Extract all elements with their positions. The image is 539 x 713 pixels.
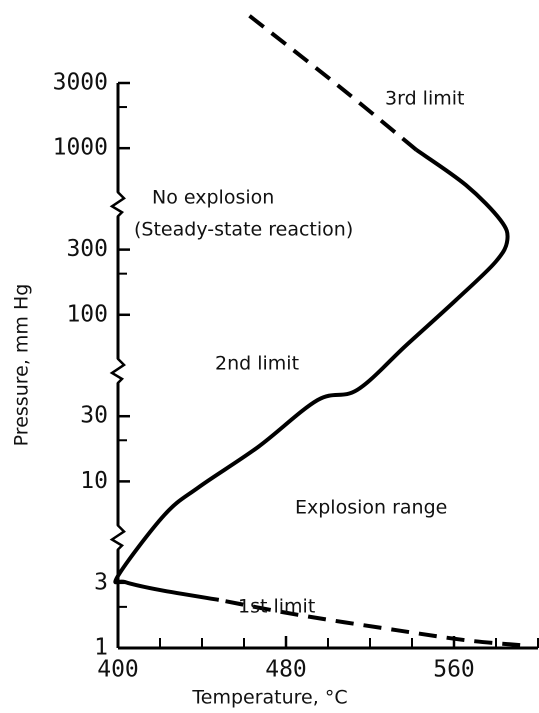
axis-break [109, 189, 126, 220]
curve-label: 3rd limit [385, 88, 464, 110]
x-tick-label: 400 [97, 657, 139, 683]
y-tick-label: 10 [80, 468, 108, 494]
annotation: No explosion [152, 187, 274, 209]
x-tick-label: 480 [265, 657, 307, 683]
axis-break [109, 355, 126, 386]
axis-break-gap [114, 358, 122, 383]
y-tick-label: 1 [94, 635, 108, 661]
y-tick-label: 300 [66, 236, 108, 262]
limit-curve [113, 148, 510, 602]
curve-label: 1st limit [238, 596, 315, 618]
axis-break-gap [114, 525, 122, 550]
limit-curve [247, 13, 418, 152]
x-axis-label: Temperature, °C [191, 687, 347, 709]
annotation: Explosion range [295, 497, 447, 519]
limit-curve [218, 597, 521, 648]
axis-break-gap [114, 192, 122, 217]
curve-label: 2nd limit [215, 353, 299, 375]
y-tick-label: 30 [80, 403, 108, 429]
x-tick-label: 560 [433, 657, 475, 683]
y-tick-label: 1000 [53, 135, 108, 161]
y-tick-label: 3 [94, 569, 108, 595]
y-axis-label: Pressure, mm Hg [11, 284, 33, 447]
axis-break [109, 522, 126, 553]
y-tick-label: 100 [66, 301, 108, 327]
annotation: (Steady-state reaction) [134, 219, 353, 241]
y-tick-label: 3000 [53, 70, 108, 96]
